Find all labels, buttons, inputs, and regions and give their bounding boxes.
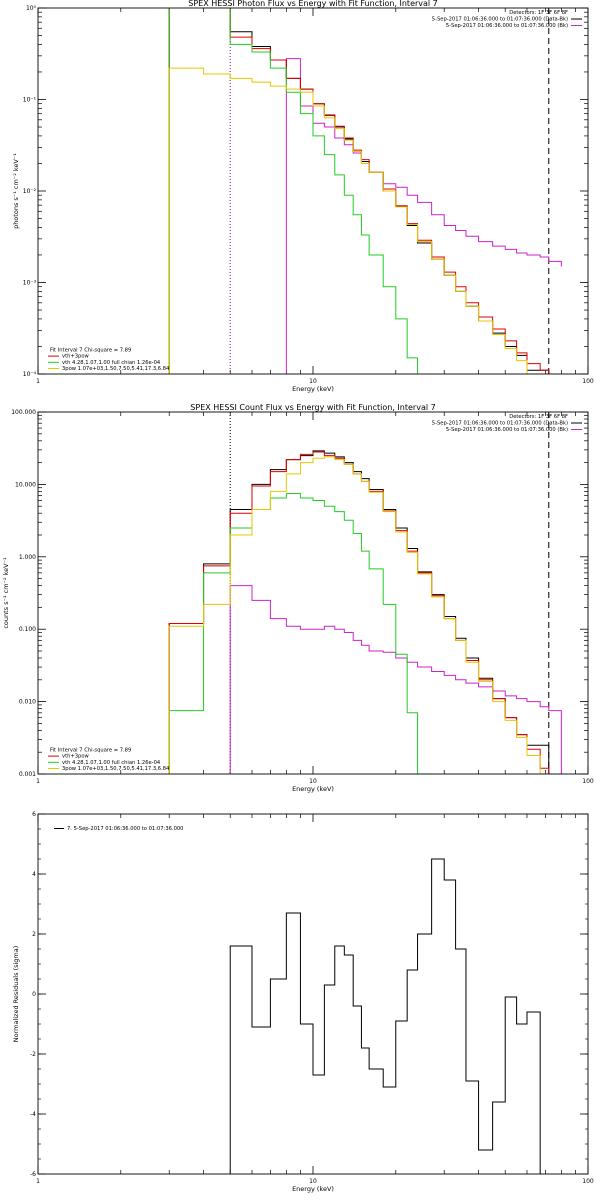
y-tick-label: 0.100 xyxy=(19,626,36,633)
legend-entry: 5-Sep-2017 01:06:36.000 to 01:07:36.000 … xyxy=(432,421,568,427)
x-axis-label: Energy (keV) xyxy=(292,1185,334,1193)
x-axis: 1 10 100 Energy (keV) xyxy=(36,814,594,1193)
spectrum-series-0 xyxy=(285,58,562,374)
y-tick-label: 6 xyxy=(32,811,36,818)
plot-frame xyxy=(37,411,589,775)
x-axis-label: Energy (keV) xyxy=(292,785,334,793)
y-tick-label: -4 xyxy=(30,1111,36,1118)
y-tick-label: -2 xyxy=(30,1051,36,1058)
x-tick-label: 10 xyxy=(309,778,317,785)
x-tick-label: 1 xyxy=(36,378,40,385)
series-group xyxy=(168,450,562,774)
x-axis: 1 10 100 Energy (keV) xyxy=(36,412,594,793)
y-tick-label: 0.010 xyxy=(19,699,36,706)
legend-entry: Detectors: 1F 3F 6F 8F xyxy=(509,10,568,16)
y-tick-label: 4 xyxy=(32,871,36,878)
y-tick-label: 2 xyxy=(32,931,36,938)
y-tick-label: 10.000 xyxy=(15,481,36,488)
legend-entry: vth+3pow xyxy=(62,354,90,360)
plot-frame xyxy=(37,7,589,375)
legend-entry: Fit Interval 7 Chi-square = 7.89 xyxy=(50,347,131,353)
y-tick-label: 10⁻¹ xyxy=(23,97,37,104)
spectrum-series-3 xyxy=(168,492,433,774)
legend-entry: 5-Sep-2017 01:06:36.000 to 01:07:36.000 … xyxy=(446,23,568,29)
y-tick-label: -6 xyxy=(30,1171,36,1178)
y-axis-label: photons s⁻¹ cm⁻² keV⁻¹ xyxy=(12,153,20,229)
y-tick-label: 0 xyxy=(32,991,36,998)
legend-entry: 3pow 1.07e+03,1.50,7.50,5.41,17.3,6.84 xyxy=(62,766,170,772)
legend-entry: Fit Interval 7 Chi-square = 7.89 xyxy=(50,747,131,753)
y-tick-label: 1.000 xyxy=(19,554,36,561)
photon-flux-chart: SPEX HESSI Photon Flux vs Energy with Fi… xyxy=(12,0,594,393)
legend-entry: vth 4.28,1.07,1.00 full chian 1.26e-04 xyxy=(62,760,161,766)
legend-entry: vth+3pow xyxy=(62,754,90,760)
chart-title: SPEX HESSI Photon Flux vs Energy with Fi… xyxy=(188,0,438,8)
plot-frame xyxy=(37,813,589,1175)
x-tick-label: 100 xyxy=(582,1178,594,1185)
y-axis: 0.001 0.010 0.100 1.000 10.000 100.000 counts … xyxy=(2,409,588,778)
spectrum-series-2 xyxy=(168,451,550,774)
x-axis: 1 10 100 Energy (keV) xyxy=(36,8,594,393)
y-axis-label: Normalized Residuals (sigma) xyxy=(12,946,20,1043)
spectrum-series-1 xyxy=(168,450,550,774)
x-axis-label: Energy (keV) xyxy=(292,385,334,393)
x-tick-label: 1 xyxy=(36,778,40,785)
y-tick-label: 10⁻³ xyxy=(23,280,37,287)
x-tick-label: 10 xyxy=(309,378,317,385)
chart-title: SPEX HESSI Count Flux vs Energy with Fit… xyxy=(190,403,435,412)
spectrum-series-0 xyxy=(229,858,541,1174)
x-tick-label: 10 xyxy=(309,1178,317,1185)
legend-entry: 7. 5-Sep-2017 01:06:36.000 to 01:07:36.0… xyxy=(67,826,183,832)
y-axis-label: counts s⁻¹ cm⁻² keV⁻¹ xyxy=(2,557,10,629)
y-tick-label: 10⁻² xyxy=(23,188,37,195)
x-tick-label: 100 xyxy=(582,378,594,385)
x-tick-label: 100 xyxy=(582,778,594,785)
series-group xyxy=(229,858,541,1174)
y-tick-label: 0.001 xyxy=(19,771,36,778)
y-tick-label: 10⁻⁴ xyxy=(23,371,37,378)
x-tick-label: 1 xyxy=(36,1178,40,1185)
legend-entry: 5-Sep-2017 01:06:36.000 to 01:07:36.000 … xyxy=(446,427,568,433)
spectrum-series-3 xyxy=(168,8,419,374)
count-flux-chart: SPEX HESSI Count Flux vs Energy with Fit… xyxy=(2,403,594,793)
legend-entry: 3pow 1.07e+03,1.50,7.50,5.41,17.3,6.84 xyxy=(62,366,170,372)
legend-entry: 5-Sep-2017 01:06:36.000 to 01:07:36.000 … xyxy=(432,17,568,23)
legend-entry: Detectors: 1F 3F 6F 8F xyxy=(509,414,568,420)
y-tick-label: 100.000 xyxy=(11,409,36,416)
legend-entry: vth 4.28,1.07,1.00 full chian 1.26e-04 xyxy=(62,360,161,366)
series-group xyxy=(168,8,562,374)
spectrum-series-4 xyxy=(168,67,541,374)
residuals-chart: 1 10 100 Energy (keV) -6 -4 -2 0 2 4 6 Normalized R… xyxy=(12,811,594,1193)
y-tick-label: 10⁰ xyxy=(26,5,37,12)
spectrum-series-4 xyxy=(168,456,550,774)
